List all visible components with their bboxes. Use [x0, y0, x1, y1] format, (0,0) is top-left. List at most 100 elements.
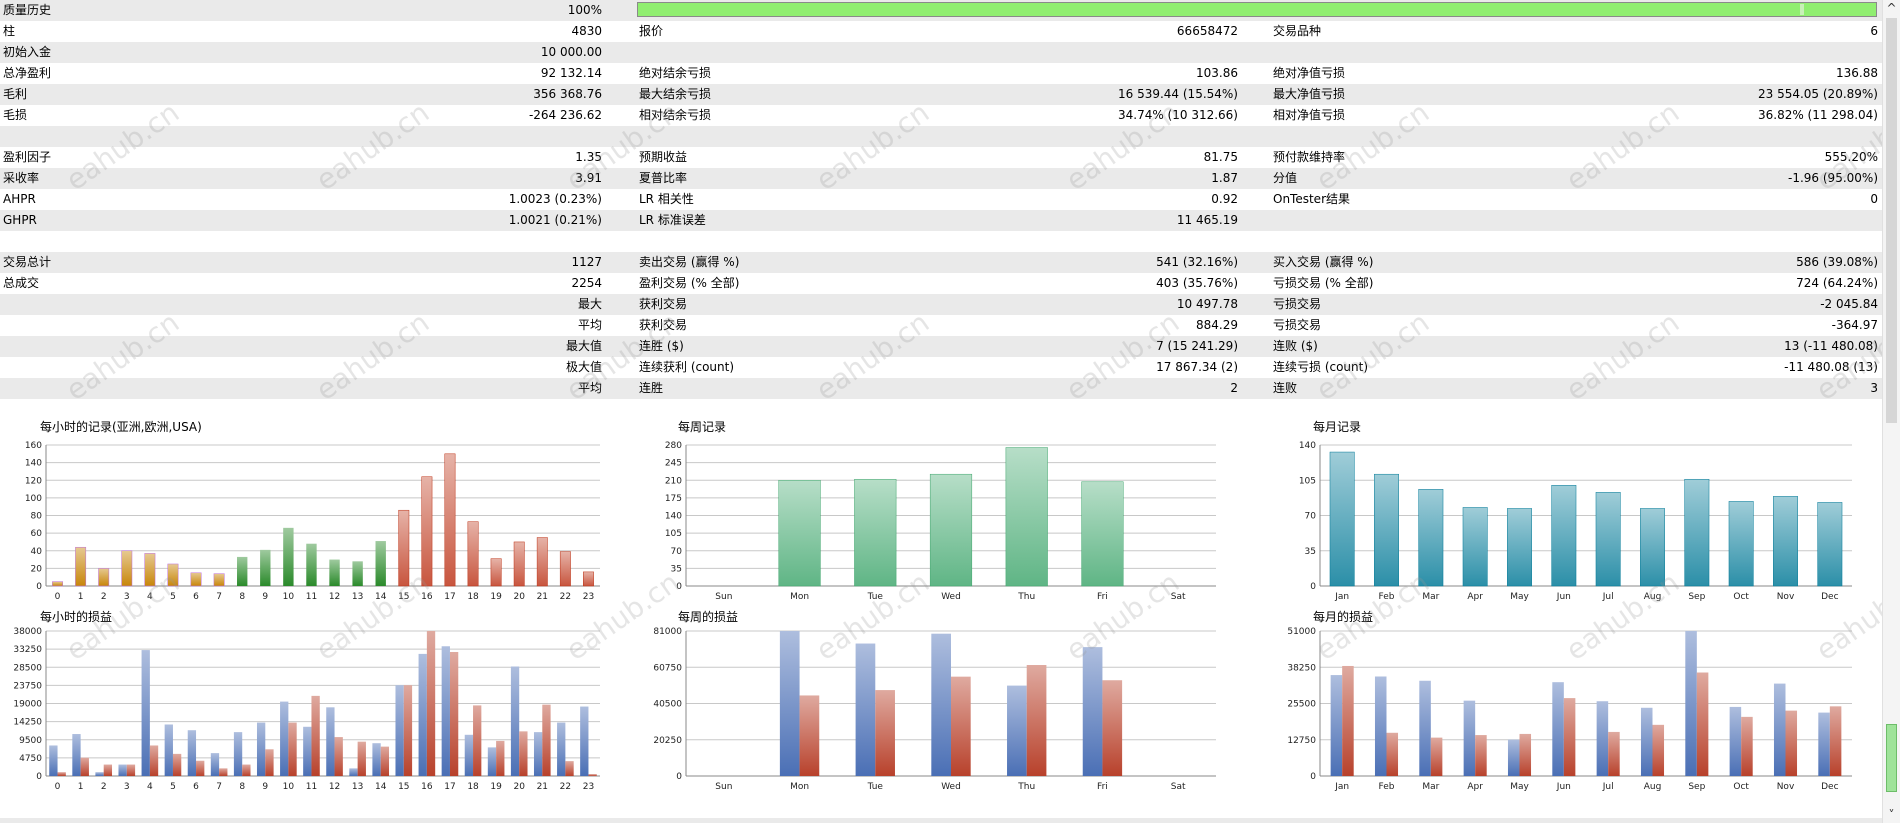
profit-bar [580, 706, 589, 776]
x-tick-label: 14 [375, 782, 387, 792]
x-tick-label: Wed [941, 782, 961, 792]
bar [1773, 496, 1798, 587]
stat-value: 4830 [571, 24, 602, 38]
stat-value: 极大值 [565, 360, 602, 374]
x-tick-label: 15 [398, 592, 409, 602]
bar [421, 476, 433, 587]
x-tick-label: Feb [1379, 592, 1395, 602]
stat-value: 103.86 [1196, 66, 1238, 80]
x-tick-label: 17 [444, 782, 455, 792]
stat-value: 403 (35.76%) [1156, 276, 1238, 290]
profit-bar [95, 772, 104, 776]
x-tick-label: Fri [1097, 592, 1108, 602]
bar [536, 537, 548, 587]
x-tick-label: 8 [239, 592, 245, 602]
y-tick-label: 28500 [13, 663, 42, 673]
stat-label: 最大净值亏损 [1273, 87, 1346, 101]
stat-value [400, 231, 602, 252]
bar [490, 558, 502, 587]
stat-row: 总成交 2254 盈利交易 (% 全部) 403 (35.76%) 亏损交易 (% 全部… [0, 273, 1882, 294]
loss-bar [172, 753, 182, 776]
x-tick-label: Sun [715, 592, 732, 602]
profit-bar [487, 747, 497, 776]
stat-label: 毛损 [3, 108, 28, 122]
x-tick-label: 9 [262, 592, 268, 602]
x-tick-label: 11 [306, 592, 317, 602]
profit-bar [1082, 647, 1103, 776]
loss-bar [542, 704, 551, 776]
stat-value: -1.96 (95.00%) [1788, 171, 1878, 185]
x-tick-label: Mar [1422, 782, 1439, 792]
vertical-scrollbar[interactable]: ^ ˅ [1882, 0, 1900, 823]
x-tick-label: 20 [513, 782, 525, 792]
x-tick-label: Jul [1602, 782, 1614, 792]
x-tick-label: 18 [467, 782, 479, 792]
bar [1081, 481, 1124, 587]
x-tick-label: May [1510, 782, 1529, 792]
stat-row: 总净盈利 92 132.14 绝对结余亏损 103.86 绝对净值亏损 136.88 [0, 63, 1882, 84]
monthly-pnl-chart: 0 12750 25500 38250 51000 Jan Feb Mar Apr May Jun J… [1260, 610, 1882, 808]
x-tick-label: Mar [1422, 592, 1439, 602]
stat-label: 总净盈利 [3, 66, 52, 80]
loss-bar [219, 768, 228, 776]
profit-bar [1596, 701, 1609, 776]
stat-value: 136.88 [1836, 66, 1878, 80]
y-tick-label: 12750 [1287, 736, 1316, 746]
stat-value: 1.35 [575, 150, 602, 164]
profit-bar [1463, 700, 1476, 776]
loss-bar [473, 705, 482, 776]
y-tick-label: 70 [671, 547, 683, 557]
stat-label: 盈利因子 [3, 150, 52, 164]
stat-value: 0.92 [1211, 192, 1238, 206]
stat-value [1600, 126, 1878, 147]
y-tick-label: 210 [665, 476, 682, 486]
stat-label: 获利交易 [639, 297, 688, 311]
x-tick-label: Jan [1334, 782, 1349, 792]
profit-bar [464, 734, 474, 776]
x-tick-label: 7 [216, 592, 222, 602]
bar [583, 571, 594, 587]
x-tick-label: 10 [283, 782, 295, 792]
stat-value [1000, 399, 1238, 420]
bar [854, 478, 897, 587]
x-tick-label: 13 [352, 782, 363, 792]
bar [260, 549, 271, 586]
bar [306, 543, 317, 586]
y-tick-label: 280 [665, 441, 682, 451]
y-tick-label: 19000 [13, 700, 42, 710]
profit-bar [557, 722, 566, 776]
x-tick-label: 2 [101, 592, 107, 602]
stat-value: 10 000.00 [540, 45, 602, 59]
stat-row: 盈利因子 1.35 预期收益 81.75 预付款维持率 555.20% [0, 147, 1882, 168]
y-tick-label: 33250 [13, 645, 42, 655]
profit-bar [233, 732, 243, 776]
x-tick-label: Nov [1777, 782, 1795, 792]
x-tick-label: 20 [513, 592, 525, 602]
bar [1817, 502, 1843, 587]
stat-row: 交易总计 1127 卖出交易 (赢得 %) 541 (32.16%) 买入交易 (赢得 … [0, 252, 1882, 273]
scroll-position-indicator[interactable] [1886, 724, 1897, 792]
stat-label: 交易品种 [1273, 24, 1322, 38]
stat-label: 毛利 [3, 87, 28, 101]
x-tick-label: Apr [1467, 592, 1483, 602]
y-tick-label: 4750 [19, 754, 42, 764]
scroll-thumb[interactable] [1886, 18, 1897, 423]
scroll-up-icon[interactable]: ^ [1886, 1, 1897, 15]
stat-row: 采收率 3.91 夏普比率 1.87 分值 -1.96 (95.00%) [0, 168, 1882, 189]
stat-row: AHPR 1.0023 (0.23%) LR 相关性 0.92 OnTester结果 0 [0, 189, 1882, 210]
stat-value: 10 497.78 [1176, 297, 1238, 311]
profit-bar [1507, 739, 1520, 776]
y-tick-label: 0 [36, 772, 42, 782]
loss-bar [1475, 735, 1487, 776]
stat-value [1000, 231, 1238, 252]
stat-value: 1127 [571, 255, 602, 269]
scroll-down-icon[interactable]: ˅ [1888, 808, 1895, 822]
stat-value [1600, 231, 1878, 252]
profit-bar [1374, 676, 1387, 776]
stat-label: 获利交易 [639, 318, 688, 332]
x-tick-label: May [1510, 592, 1529, 602]
profit-bar [349, 768, 358, 776]
profit-bar [1419, 680, 1431, 776]
x-tick-label: 1 [78, 592, 84, 602]
